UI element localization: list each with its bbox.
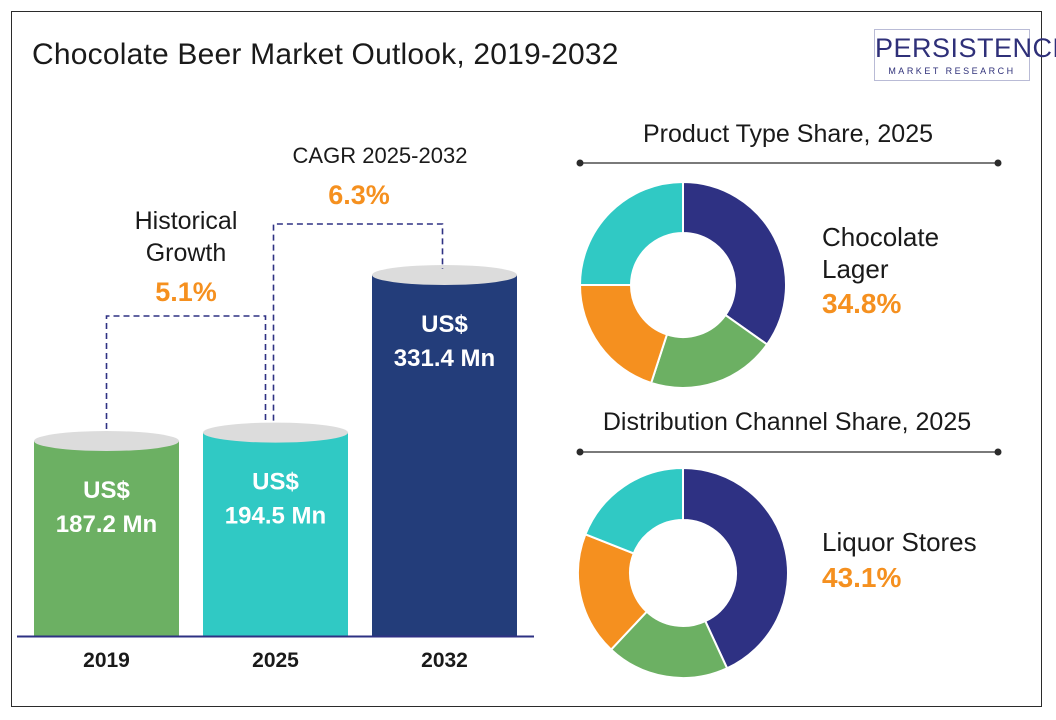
historical-growth-label: Historical xyxy=(135,207,238,235)
distribution-channel-title: Distribution Channel Share, 2025 xyxy=(603,408,971,436)
bar-2032 xyxy=(372,275,517,636)
x-tick-label-2032: 2032 xyxy=(421,649,468,672)
product-type-slice-3 xyxy=(578,180,684,286)
bar-value-label-2019: 187.2 Mn xyxy=(56,511,157,538)
distribution-channel-donut xyxy=(577,466,789,679)
infographic-frame xyxy=(11,11,1042,707)
rule-dot xyxy=(994,159,1002,167)
product-type-slice-2 xyxy=(578,284,669,385)
bar-value-label-2032: 331.4 Mn xyxy=(394,345,495,372)
product-type-highlight-value: 34.8% xyxy=(822,288,901,319)
distribution-channel-slice-0 xyxy=(682,466,789,670)
bar-2025 xyxy=(203,432,348,636)
bar-value-label-2025: 194.5 Mn xyxy=(225,503,326,530)
chart-text: US$ 187.2 Mn US$ 194.5 Mn US$ 331.4 Mn 2019 202… xyxy=(56,120,1002,672)
page-title: Chocolate Beer Market Outlook, 2019-2032 xyxy=(32,38,619,71)
bar-cap-2025 xyxy=(203,422,348,443)
rule-dot xyxy=(576,159,584,167)
bar-value-prefix-2032: US$ xyxy=(421,311,468,338)
bar-cap-2019 xyxy=(34,431,179,451)
bar-value-prefix-2025: US$ xyxy=(252,469,299,496)
x-tick-label-2019: 2019 xyxy=(83,649,130,672)
rule-dot xyxy=(576,448,584,456)
growth-connectors xyxy=(105,223,444,429)
cagr-value: 6.3% xyxy=(328,180,390,210)
bar-value-prefix-2019: US$ xyxy=(83,477,130,504)
historical-growth-connector xyxy=(105,315,267,429)
rule-dot xyxy=(994,448,1002,456)
logo-tagline: MARKET RESEARCH xyxy=(888,66,1016,76)
historical-growth-label-2: Growth xyxy=(146,239,227,267)
logo-wordmark: PERSISTENCE xyxy=(875,33,1056,63)
product-type-donut xyxy=(578,180,787,389)
historical-growth-value: 5.1% xyxy=(155,277,217,307)
product-type-highlight-label-2: Lager xyxy=(822,254,889,284)
distribution-channel-highlight-value: 43.1% xyxy=(822,562,901,593)
distribution-channel-highlight-label: Liquor Stores xyxy=(822,527,977,557)
product-type-slice-1 xyxy=(649,313,769,389)
bar-2019 xyxy=(34,441,179,636)
bar-cap-2032 xyxy=(372,265,517,285)
product-type-highlight-label: Chocolate xyxy=(822,222,939,252)
x-tick-label-2025: 2025 xyxy=(252,649,299,672)
cagr-connector xyxy=(272,223,444,421)
brand-logo: PERSISTENCE MARKET RESEARCH xyxy=(874,29,1056,81)
product-type-slice-0 xyxy=(682,180,787,346)
bar-chart xyxy=(17,265,534,638)
cagr-label: CAGR 2025-2032 xyxy=(293,143,468,168)
distribution-channel-slice-3 xyxy=(584,466,684,555)
product-type-title: Product Type Share, 2025 xyxy=(643,120,933,148)
